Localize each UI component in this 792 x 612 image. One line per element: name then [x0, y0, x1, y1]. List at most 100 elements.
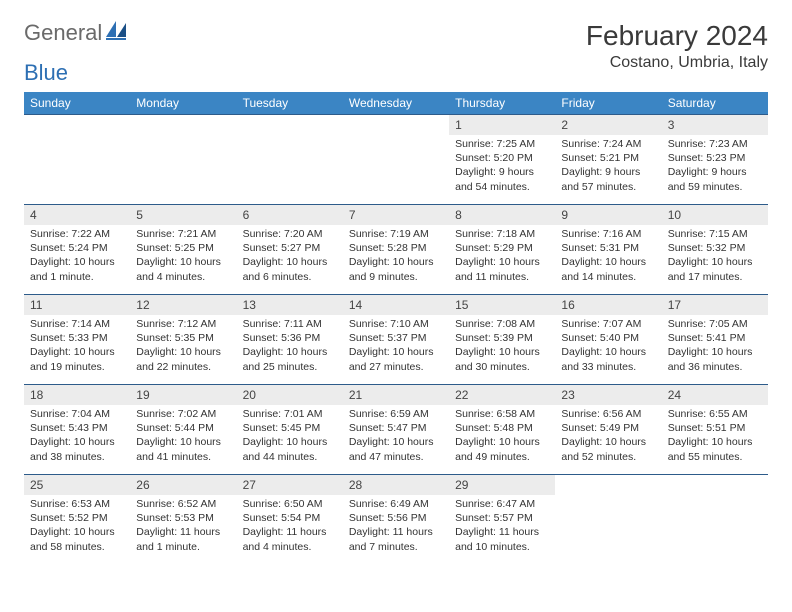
sunset-text: Sunset: 5:27 PM — [243, 241, 337, 255]
sunset-text: Sunset: 5:56 PM — [349, 511, 443, 525]
day-content: Sunrise: 6:59 AMSunset: 5:47 PMDaylight:… — [343, 405, 449, 468]
sunset-text: Sunset: 5:32 PM — [668, 241, 762, 255]
logo-text-general: General — [24, 20, 102, 46]
sunset-text: Sunset: 5:23 PM — [668, 151, 762, 165]
sunset-text: Sunset: 5:28 PM — [349, 241, 443, 255]
sunrise-text: Sunrise: 7:12 AM — [136, 317, 230, 331]
day-content: Sunrise: 7:20 AMSunset: 5:27 PMDaylight:… — [237, 225, 343, 288]
calendar-day-cell — [662, 475, 768, 565]
sunset-text: Sunset: 5:35 PM — [136, 331, 230, 345]
day-content: Sunrise: 7:23 AMSunset: 5:23 PMDaylight:… — [662, 135, 768, 198]
day-content: Sunrise: 7:18 AMSunset: 5:29 PMDaylight:… — [449, 225, 555, 288]
sunrise-text: Sunrise: 7:20 AM — [243, 227, 337, 241]
daylight-text: Daylight: 9 hours and 57 minutes. — [561, 165, 655, 193]
day-content: Sunrise: 6:56 AMSunset: 5:49 PMDaylight:… — [555, 405, 661, 468]
calendar-day-cell — [343, 115, 449, 205]
sunrise-text: Sunrise: 7:18 AM — [455, 227, 549, 241]
day-content: Sunrise: 7:16 AMSunset: 5:31 PMDaylight:… — [555, 225, 661, 288]
day-number: 13 — [237, 295, 343, 315]
day-number: 21 — [343, 385, 449, 405]
calendar-day-cell: 8Sunrise: 7:18 AMSunset: 5:29 PMDaylight… — [449, 205, 555, 295]
logo-sail-icon — [106, 21, 128, 46]
sunset-text: Sunset: 5:57 PM — [455, 511, 549, 525]
daylight-text: Daylight: 10 hours and 27 minutes. — [349, 345, 443, 373]
daylight-text: Daylight: 11 hours and 4 minutes. — [243, 525, 337, 553]
day-number — [662, 475, 768, 495]
day-number: 20 — [237, 385, 343, 405]
day-number: 6 — [237, 205, 343, 225]
calendar-day-cell: 18Sunrise: 7:04 AMSunset: 5:43 PMDayligh… — [24, 385, 130, 475]
calendar-day-cell: 5Sunrise: 7:21 AMSunset: 5:25 PMDaylight… — [130, 205, 236, 295]
daylight-text: Daylight: 9 hours and 54 minutes. — [455, 165, 549, 193]
calendar-body: 1Sunrise: 7:25 AMSunset: 5:20 PMDaylight… — [24, 115, 768, 565]
day-number: 25 — [24, 475, 130, 495]
day-number: 11 — [24, 295, 130, 315]
sunset-text: Sunset: 5:37 PM — [349, 331, 443, 345]
weekday-header: Tuesday — [237, 92, 343, 115]
sunrise-text: Sunrise: 7:14 AM — [30, 317, 124, 331]
day-number — [24, 115, 130, 135]
daylight-text: Daylight: 10 hours and 44 minutes. — [243, 435, 337, 463]
day-number: 3 — [662, 115, 768, 135]
sunrise-text: Sunrise: 6:47 AM — [455, 497, 549, 511]
calendar-day-cell: 26Sunrise: 6:52 AMSunset: 5:53 PMDayligh… — [130, 475, 236, 565]
day-content: Sunrise: 7:19 AMSunset: 5:28 PMDaylight:… — [343, 225, 449, 288]
calendar-day-cell: 21Sunrise: 6:59 AMSunset: 5:47 PMDayligh… — [343, 385, 449, 475]
sunrise-text: Sunrise: 6:58 AM — [455, 407, 549, 421]
daylight-text: Daylight: 10 hours and 49 minutes. — [455, 435, 549, 463]
calendar-day-cell: 13Sunrise: 7:11 AMSunset: 5:36 PMDayligh… — [237, 295, 343, 385]
daylight-text: Daylight: 10 hours and 41 minutes. — [136, 435, 230, 463]
calendar-day-cell: 27Sunrise: 6:50 AMSunset: 5:54 PMDayligh… — [237, 475, 343, 565]
day-content: Sunrise: 6:47 AMSunset: 5:57 PMDaylight:… — [449, 495, 555, 558]
day-number: 28 — [343, 475, 449, 495]
daylight-text: Daylight: 11 hours and 10 minutes. — [455, 525, 549, 553]
logo: General — [24, 20, 130, 46]
sunset-text: Sunset: 5:31 PM — [561, 241, 655, 255]
sunset-text: Sunset: 5:43 PM — [30, 421, 124, 435]
daylight-text: Daylight: 10 hours and 33 minutes. — [561, 345, 655, 373]
day-content: Sunrise: 7:04 AMSunset: 5:43 PMDaylight:… — [24, 405, 130, 468]
day-number — [130, 115, 236, 135]
day-content: Sunrise: 7:21 AMSunset: 5:25 PMDaylight:… — [130, 225, 236, 288]
daylight-text: Daylight: 10 hours and 19 minutes. — [30, 345, 124, 373]
day-content: Sunrise: 6:58 AMSunset: 5:48 PMDaylight:… — [449, 405, 555, 468]
daylight-text: Daylight: 10 hours and 47 minutes. — [349, 435, 443, 463]
sunset-text: Sunset: 5:40 PM — [561, 331, 655, 345]
sunset-text: Sunset: 5:21 PM — [561, 151, 655, 165]
logo-text-blue: Blue — [24, 60, 68, 86]
day-number: 26 — [130, 475, 236, 495]
weekday-header: Monday — [130, 92, 236, 115]
day-content: Sunrise: 7:08 AMSunset: 5:39 PMDaylight:… — [449, 315, 555, 378]
location: Costano, Umbria, Italy — [586, 54, 768, 72]
day-number: 4 — [24, 205, 130, 225]
calendar-day-cell: 10Sunrise: 7:15 AMSunset: 5:32 PMDayligh… — [662, 205, 768, 295]
sunrise-text: Sunrise: 7:19 AM — [349, 227, 443, 241]
daylight-text: Daylight: 10 hours and 25 minutes. — [243, 345, 337, 373]
calendar-day-cell: 25Sunrise: 6:53 AMSunset: 5:52 PMDayligh… — [24, 475, 130, 565]
weekday-header: Saturday — [662, 92, 768, 115]
sunrise-text: Sunrise: 6:55 AM — [668, 407, 762, 421]
sunset-text: Sunset: 5:41 PM — [668, 331, 762, 345]
calendar-header-row: SundayMondayTuesdayWednesdayThursdayFrid… — [24, 92, 768, 115]
calendar-day-cell: 20Sunrise: 7:01 AMSunset: 5:45 PMDayligh… — [237, 385, 343, 475]
calendar-week-row: 25Sunrise: 6:53 AMSunset: 5:52 PMDayligh… — [24, 475, 768, 565]
day-number: 17 — [662, 295, 768, 315]
weekday-header: Wednesday — [343, 92, 449, 115]
sunrise-text: Sunrise: 7:08 AM — [455, 317, 549, 331]
day-number: 18 — [24, 385, 130, 405]
sunrise-text: Sunrise: 6:49 AM — [349, 497, 443, 511]
calendar-day-cell: 14Sunrise: 7:10 AMSunset: 5:37 PMDayligh… — [343, 295, 449, 385]
calendar-day-cell — [555, 475, 661, 565]
sunrise-text: Sunrise: 7:23 AM — [668, 137, 762, 151]
sunset-text: Sunset: 5:44 PM — [136, 421, 230, 435]
day-content: Sunrise: 7:14 AMSunset: 5:33 PMDaylight:… — [24, 315, 130, 378]
day-content: Sunrise: 7:07 AMSunset: 5:40 PMDaylight:… — [555, 315, 661, 378]
daylight-text: Daylight: 10 hours and 36 minutes. — [668, 345, 762, 373]
weekday-header: Thursday — [449, 92, 555, 115]
day-content: Sunrise: 7:24 AMSunset: 5:21 PMDaylight:… — [555, 135, 661, 198]
weekday-header: Friday — [555, 92, 661, 115]
daylight-text: Daylight: 9 hours and 59 minutes. — [668, 165, 762, 193]
sunset-text: Sunset: 5:20 PM — [455, 151, 549, 165]
sunset-text: Sunset: 5:49 PM — [561, 421, 655, 435]
day-number: 2 — [555, 115, 661, 135]
